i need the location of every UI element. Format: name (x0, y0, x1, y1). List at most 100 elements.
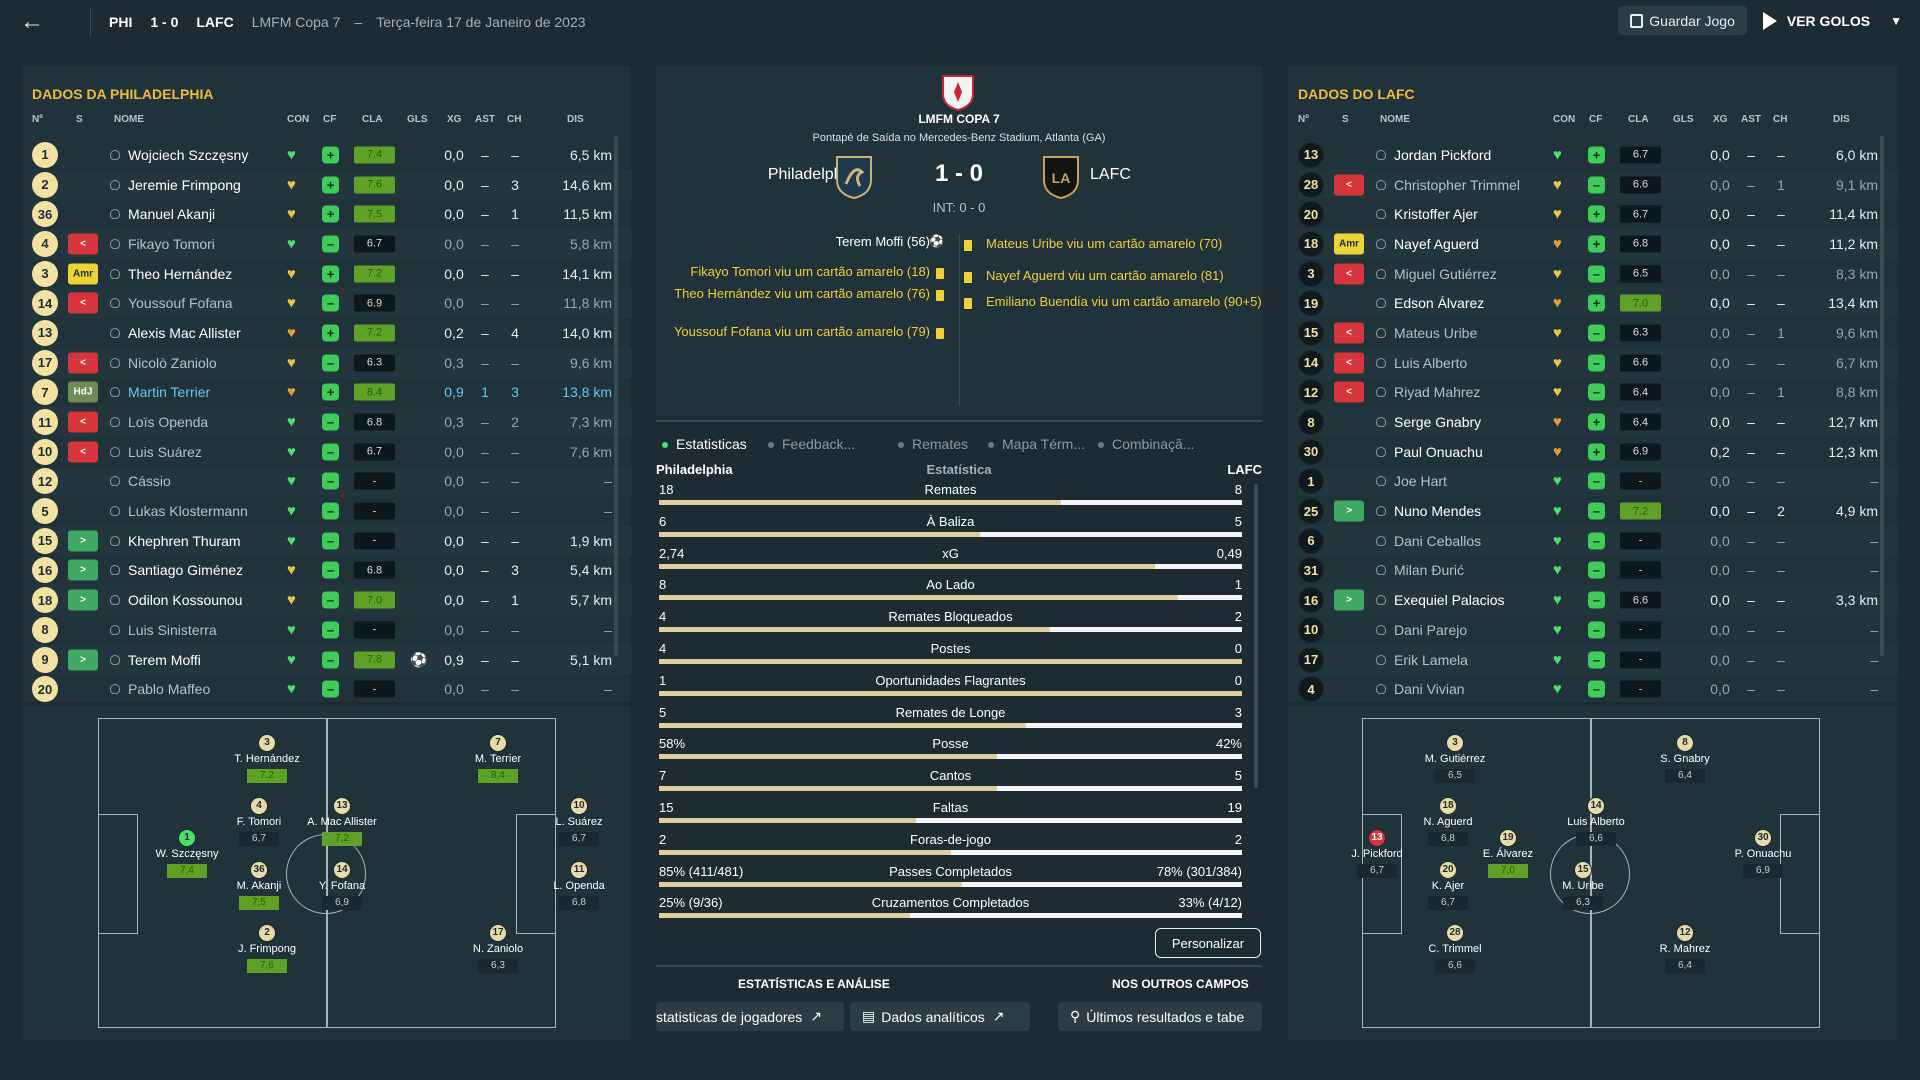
player-row[interactable]: 28 < Christopher Trimmel ♥ –6.6 0,0–1 9,1 km (1298, 169, 1898, 200)
player-row[interactable]: 13 Jordan Pickford ♥ +6.7 0,0– –6,0 km (1298, 140, 1898, 170)
player-name[interactable]: Santiago Giménez (128, 562, 244, 579)
player-name[interactable]: Fikayo Tomori (128, 235, 215, 252)
player-name[interactable]: Alexis Mac Allister (128, 324, 241, 341)
player-row[interactable]: 12 < Riyad Mahrez ♥ –6.4 0,0–1 8,8 km (1298, 378, 1898, 408)
pitch-player[interactable]: 2 J. Frimpong 7,6 (222, 922, 312, 973)
pitch-player[interactable]: 3 T. Hernández 7,2 (222, 732, 312, 783)
player-row[interactable]: 2 Jeremie Frimpong ♥ +7.6 0,0– 3 14,6 km (32, 169, 632, 200)
player-row[interactable]: 15 > Khephren Thuram ♥ – -0,0– –1,9 km (32, 525, 632, 556)
player-name[interactable]: Luis Suárez (128, 443, 202, 460)
player-row[interactable]: 20 Kristoffer Ajer ♥ +6.7 0,0– –11,4 km (1298, 199, 1898, 229)
player-name[interactable]: Cássio (128, 473, 171, 490)
pitch-player[interactable]: 15 M. Uribe 6,3 (1538, 859, 1628, 910)
pitch-player[interactable]: 10 L. Suárez 6,7 (534, 795, 624, 846)
player-name[interactable]: Dani Parejo (1394, 621, 1468, 638)
player-row[interactable]: 19 Edson Álvarez ♥ +7.0 0,0– –13,4 km (1298, 288, 1898, 319)
player-name[interactable]: Lukas Klostermann (128, 503, 248, 520)
player-row[interactable]: 1 Wojciech Szczęsny ♥ +7.4 0,0– –6,5 km (32, 140, 632, 170)
col-ast[interactable]: AST (1741, 114, 1761, 125)
player-row[interactable]: 4 < Fikayo Tomori ♥ –6.7 0,0– –5,8 km (32, 229, 632, 259)
col-gls[interactable]: GLS (407, 114, 428, 125)
player-name[interactable]: Youssouf Fofana (128, 295, 233, 312)
player-name[interactable]: Christopher Trimmel (1394, 176, 1521, 193)
pitch-player[interactable]: 7 M. Terrier 8,4 (453, 732, 543, 783)
player-row[interactable]: 13 Alexis Mac Allister ♥ +7.2 0,2– 4 14,0 km (32, 318, 632, 348)
player-name[interactable]: Luis Sinisterra (128, 621, 217, 638)
col-cla[interactable]: CLA (362, 114, 383, 125)
player-row[interactable]: 14 < Youssouf Fofana ♥ –6.9 0,0– –11,8 km (32, 288, 632, 319)
player-row[interactable]: 36 Manuel Akanji ♥ +7.5 0,0– 1 11,5 km (32, 199, 632, 229)
player-name[interactable]: Dani Ceballos (1394, 532, 1482, 549)
player-row[interactable]: 20 Pablo Maffeo ♥ – -0,0– – – (32, 674, 632, 704)
analysis-tab[interactable]: Mapa Térm... (988, 436, 1085, 452)
col-name[interactable]: NOME (114, 114, 144, 125)
away-team-name[interactable]: LAFC (1090, 166, 1131, 183)
col-cf[interactable]: CF (1589, 114, 1603, 125)
analysis-tab[interactable]: Feedback... (768, 436, 855, 452)
player-row[interactable]: 18 > Odilon Kossounou ♥ –7.0 0,0–1 5,7 km (32, 585, 632, 615)
player-name[interactable]: Nayef Aguerd (1394, 235, 1479, 252)
away-scrollbar[interactable] (1880, 136, 1884, 656)
player-name[interactable]: Luis Alberto (1394, 354, 1468, 371)
pitch-player[interactable]: 3 M. Gutiérrez 6,5 (1410, 732, 1500, 783)
analysis-tab[interactable]: Combinaçã... (1098, 436, 1194, 452)
pitch-player[interactable]: 19 E. Álvarez 7,0 (1463, 827, 1553, 878)
player-name[interactable]: Exequiel Palacios (1394, 592, 1505, 609)
pitch-player[interactable]: 28 C. Trimmel 6,6 (1410, 922, 1500, 973)
col-name[interactable]: NOME (1380, 114, 1410, 125)
pitch-player[interactable]: 4 F. Tomori 6,7 (214, 795, 304, 846)
player-name[interactable]: Nuno Mendes (1394, 503, 1482, 520)
pitch-player[interactable]: 14 Y. Fofana 6,9 (297, 859, 387, 910)
player-row[interactable]: 8 Luis Sinisterra ♥ – -0,0– – – (32, 615, 632, 645)
player-row[interactable]: 25 > Nuno Mendes ♥ –7.2 0,0–2 4,9 km (1298, 496, 1898, 526)
player-row[interactable]: 4 Dani Vivian ♥ – -0,0– – – (1298, 674, 1898, 704)
pitch-player[interactable]: 17 N. Zaniolo 6,3 (453, 922, 543, 973)
back-arrow-icon[interactable]: ← (20, 8, 44, 35)
pitch-player[interactable]: 20 K. Ajer 6,7 (1403, 859, 1493, 910)
player-row[interactable]: 7 HdJ Martin Terrier ♥ +8.4 0,9 1 3 13,8 km (32, 378, 632, 408)
col-xg[interactable]: XG (1713, 114, 1728, 125)
player-name[interactable]: Odilon Kossounou (128, 592, 243, 609)
player-name[interactable]: Wojciech Szczęsny (128, 146, 249, 163)
player-name[interactable]: Riyad Mahrez (1394, 384, 1481, 401)
player-row[interactable]: 12 Cássio ♥ – -0,0– – – (32, 466, 632, 497)
col-cf[interactable]: CF (323, 114, 337, 125)
analytics-button[interactable]: ▤ Dados analíticos ↗ (850, 1002, 1030, 1031)
player-row[interactable]: 14 < Luis Alberto ♥ –6.6 0,0– –6,7 km (1298, 347, 1898, 378)
player-row[interactable]: 31 Milan Đurić ♥ – -0,0– – – (1298, 556, 1898, 586)
away-team-crest-icon[interactable]: LA (1041, 154, 1081, 200)
col-dis[interactable]: DIS (1833, 114, 1850, 125)
player-row[interactable]: 6 Dani Ceballos ♥ – -0,0– – – (1298, 525, 1898, 556)
chevron-down-icon[interactable]: ▼ (1890, 13, 1902, 28)
player-name[interactable]: Dani Vivian (1394, 681, 1465, 698)
player-name[interactable]: Nicolò Zaniolo (128, 354, 217, 371)
col-con[interactable]: CON (287, 114, 310, 125)
player-row[interactable]: 16 > Exequiel Palacios ♥ –6.6 0,0– –3,3 km (1298, 585, 1898, 615)
pitch-player[interactable]: 12 R. Mahrez 6,4 (1640, 922, 1730, 973)
col-num[interactable]: Nº (1298, 114, 1309, 125)
view-goals-button[interactable]: VER GOLOS ▼ (1762, 11, 1902, 30)
home-team-crest-icon[interactable] (834, 154, 874, 200)
save-game-button[interactable]: Guardar Jogo (1618, 6, 1747, 35)
player-row[interactable]: 17 < Nicolò Zaniolo ♥ –6.3 0,3– –9,6 km (32, 347, 632, 378)
player-name[interactable]: Kristoffer Ajer (1394, 206, 1478, 223)
player-row[interactable]: 5 Lukas Klostermann ♥ – -0,0– – – (32, 496, 632, 526)
player-name[interactable]: Jeremie Frimpong (128, 176, 241, 193)
player-row[interactable]: 11 < Loïs Openda ♥ –6.8 0,3–2 7,3 km (32, 407, 632, 437)
pitch-player[interactable]: 1 W. Szczęsny 7,4 (142, 827, 232, 878)
player-name[interactable]: Paul Onuachu (1394, 443, 1483, 460)
player-name[interactable]: Serge Gnabry (1394, 414, 1482, 431)
pitch-player[interactable]: 14 Luis Alberto 6,6 (1551, 795, 1641, 846)
col-ch[interactable]: CH (1773, 114, 1788, 125)
latest-results-button[interactable]: ⚲ Últimos resultados e tabe (1058, 1002, 1262, 1031)
pitch-player[interactable]: 13 A. Mac Allister 7,2 (297, 795, 387, 846)
col-ch[interactable]: CH (507, 114, 522, 125)
player-row[interactable]: 3 Amr Theo Hernández ♥ +7.2 0,0– –14,1 km (32, 259, 632, 289)
player-name[interactable]: Mateus Uribe (1394, 324, 1478, 341)
player-name[interactable]: Martin Terrier (128, 384, 211, 401)
player-name[interactable]: Miguel Gutiérrez (1394, 265, 1497, 282)
player-row[interactable]: 10 Dani Parejo ♥ – -0,0– – – (1298, 615, 1898, 645)
player-stats-button[interactable]: statisticas de jogadores ↗ (656, 1002, 844, 1031)
player-name[interactable]: Milan Đurić (1394, 562, 1465, 579)
player-name[interactable]: Manuel Akanji (128, 206, 216, 223)
